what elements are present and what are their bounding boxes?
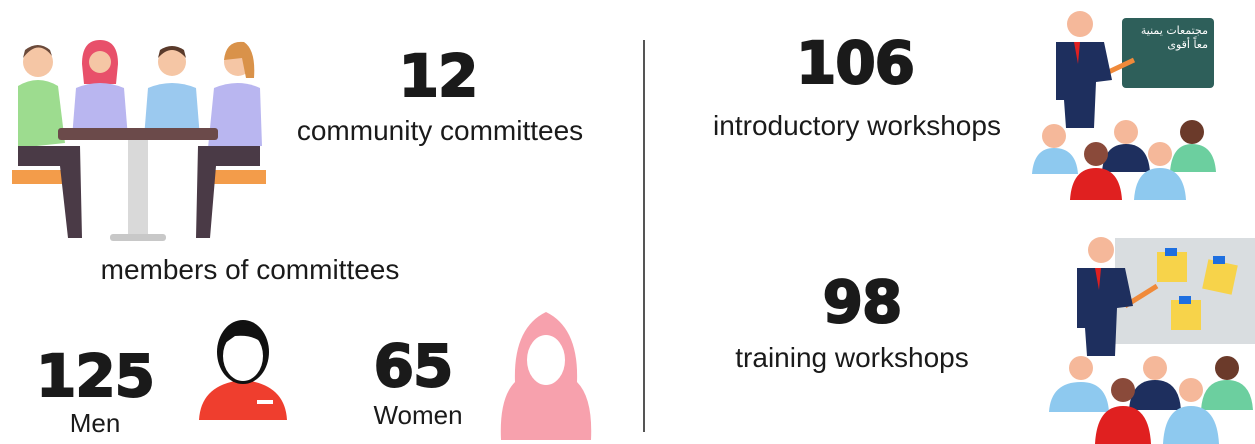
icon-shape: [1084, 142, 1108, 166]
women-count: 65: [374, 337, 453, 395]
icon-shape: [1111, 378, 1135, 402]
divider: [643, 40, 645, 432]
icon-shape: [1143, 356, 1167, 380]
icon-shape: [1102, 144, 1150, 172]
committee-icon: [10, 38, 270, 243]
icon-shape: [1213, 256, 1225, 264]
intro-count: 106: [796, 34, 914, 92]
icon-shape: [1129, 380, 1181, 410]
members-title: members of committees: [101, 256, 400, 284]
icon-shape: [1180, 120, 1204, 144]
training-count: 98: [823, 273, 902, 331]
icon-shape: [196, 146, 260, 238]
icon-shape: [1171, 300, 1201, 330]
icon-shape: [1148, 142, 1172, 166]
icon-shape: [1179, 296, 1191, 304]
icon-shape: [1088, 237, 1114, 263]
icon-shape: [527, 335, 565, 385]
training-label: training workshops: [735, 344, 968, 372]
intro-label: introductory workshops: [713, 112, 1001, 140]
icon-shape: [1157, 252, 1187, 282]
icon-shape: [1114, 120, 1138, 144]
intro-workshop-icon: مجتمعات يمنية معاً أقوى: [1030, 8, 1225, 202]
icon-shape: [110, 234, 166, 241]
icon-shape: [1049, 382, 1109, 412]
infographic: {"committees": {"value": 12, "label": "c…: [0, 0, 1255, 444]
icon-shape: [1165, 248, 1177, 256]
icon-shape: [1202, 259, 1238, 295]
icon-shape: [257, 400, 273, 404]
icon-shape: [1056, 42, 1112, 128]
icon-shape: [58, 128, 218, 140]
man-icon: [195, 316, 291, 422]
icon-shape: [1032, 148, 1078, 174]
men-label: Men: [70, 410, 121, 436]
icon-shape: [18, 146, 82, 238]
icon-shape: [1067, 11, 1093, 37]
icon-shape: [1069, 356, 1093, 380]
icon-shape: [1042, 124, 1066, 148]
committees-count: 12: [399, 47, 478, 105]
woman-icon: [495, 308, 597, 442]
icon-shape: [1134, 168, 1186, 200]
icon-shape: [128, 140, 148, 235]
board-text: معاً أقوى: [1167, 36, 1208, 51]
icon-shape: [208, 170, 266, 184]
icon-shape: [1179, 378, 1203, 402]
training-workshop-icon: [1045, 236, 1255, 444]
icon-shape: [89, 51, 111, 73]
board-text: مجتمعات يمنية: [1141, 24, 1208, 37]
icon-shape: [1170, 144, 1216, 172]
icon-shape: [1201, 380, 1253, 410]
icon-shape: [18, 80, 65, 148]
women-label: Women: [373, 402, 462, 428]
icon-shape: [1215, 356, 1239, 380]
icon-shape: [199, 380, 287, 420]
committees-label: community committees: [297, 117, 583, 145]
men-count: 125: [36, 347, 154, 405]
icon-shape: [1163, 406, 1219, 444]
